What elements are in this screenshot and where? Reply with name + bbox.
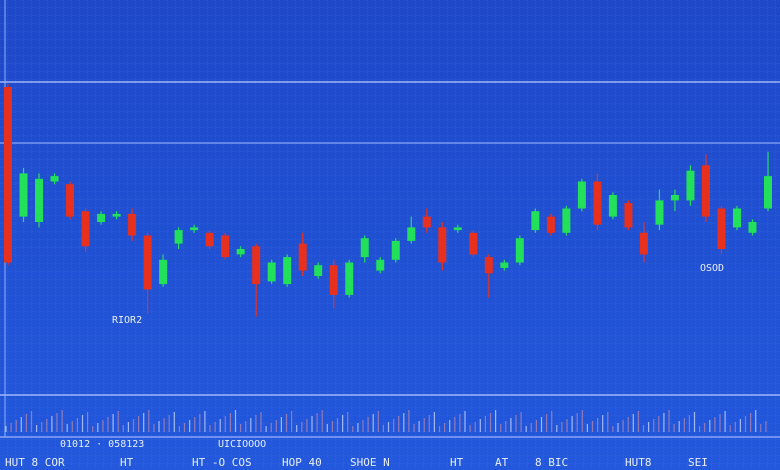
candle-body [453,227,462,231]
candle-body [764,176,772,209]
candle-body [562,208,571,233]
candle-body [686,170,695,201]
candle-body [298,243,307,271]
candle-body [50,176,59,182]
footer-label: HOP 40 [282,456,322,469]
candle-body [639,232,648,255]
candle-body [484,257,493,274]
candle-body [701,165,710,217]
candle-body [422,216,431,228]
candle-body [670,195,679,201]
annotation: RIOR2 [112,315,142,326]
candle-body [407,227,416,241]
candle-body [748,222,757,233]
candle-body [531,211,540,231]
candle-body [19,173,28,217]
candle-body [267,262,276,282]
candle-body [205,232,214,247]
candle-body [391,240,400,260]
candle-body [252,246,261,285]
candle-body [345,262,354,295]
candle-body [66,184,75,217]
candle-body [4,87,12,263]
footer-label: HUT8 [625,456,652,469]
candle-body [159,259,168,285]
candle-body [360,238,369,258]
candle-body [221,235,230,258]
footer-label: HT -O COS [192,456,252,469]
candle-body [190,227,199,231]
annotation: 01012 · 058123 [60,439,144,450]
candle-body [500,262,509,268]
footer-label: 8 BIC [535,456,568,469]
candle-body [376,259,385,271]
annotation: UICIOOOO [218,439,266,450]
candle-body [236,249,245,255]
candle-body [732,208,741,228]
footer-label: AT [495,456,509,469]
candle-body [593,181,602,225]
candle-body [624,203,633,228]
candle-body [469,232,478,255]
candle-body [35,178,44,222]
candle-body [608,195,617,217]
candle-body [97,213,106,222]
candle-body [314,265,323,276]
candle-body [655,200,664,225]
footer-label: HUT 8 COR [5,456,65,469]
candle-body [438,227,447,263]
candle-body [329,265,338,295]
candle-body [515,238,524,263]
footer-label: SEI [688,456,708,469]
candle-body [174,230,183,244]
annotation: OSOD [700,263,724,274]
candle-body [717,208,726,249]
candle-body [112,213,121,217]
footer-label: SHOE N [350,456,390,469]
candle-body [81,211,90,247]
footer-label: HT [120,456,134,469]
candle-body [283,257,292,285]
candle-body [128,213,137,236]
candle-body [143,235,152,290]
candle-body [577,181,586,209]
footer-label: HT [450,456,464,469]
candle-body [546,216,555,233]
